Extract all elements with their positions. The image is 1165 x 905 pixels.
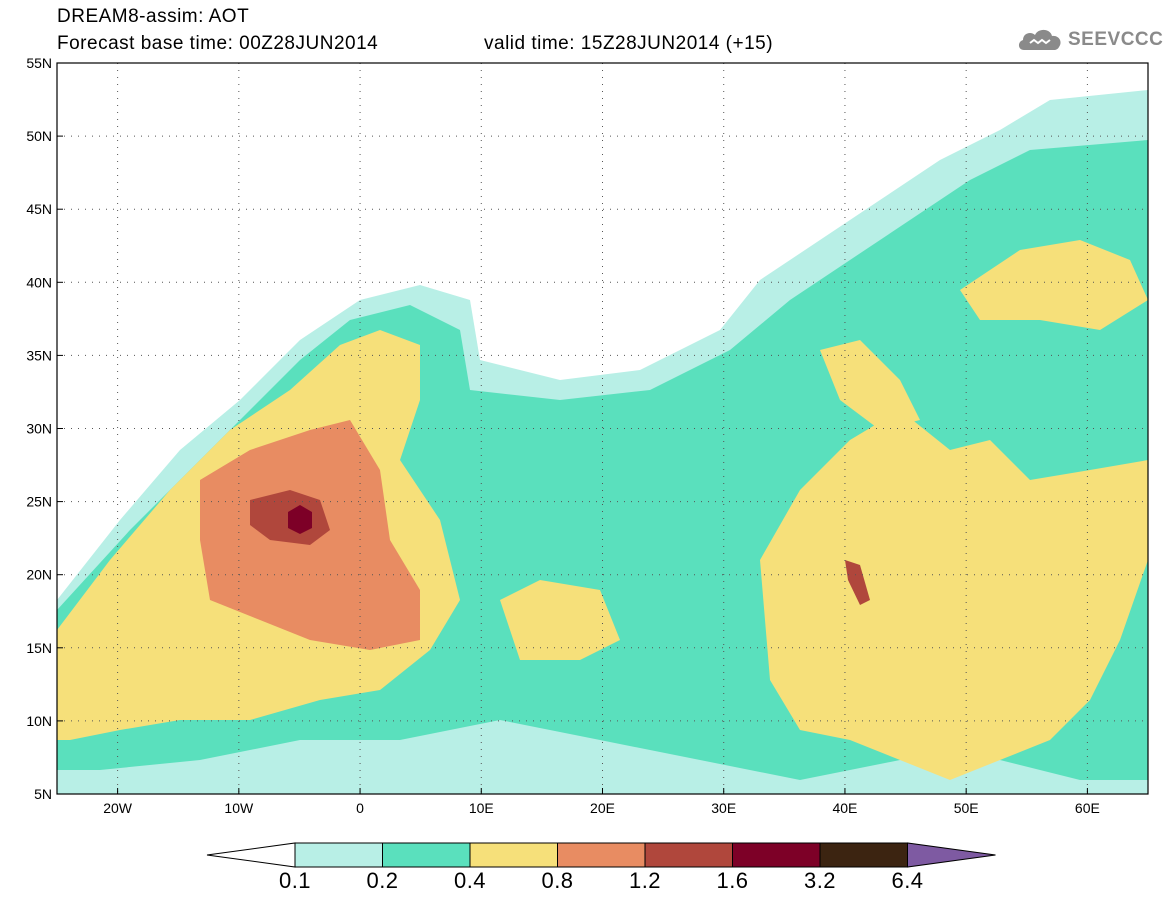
lat-tick-label: 30N: [26, 421, 52, 437]
lon-tick-label: 20E: [590, 800, 615, 816]
aot-contour-1.2-red-sea: [845, 560, 870, 605]
colorbar-label: 0.2: [366, 868, 399, 893]
forecast-base-time: Forecast base time: 00Z28JUN2014: [57, 33, 379, 54]
latitude-ticks: 5N 10N 15N 20N 25N 30N 35N 40N 45N 50N 55N: [26, 55, 63, 802]
valid-time: valid time: 15Z28JUN2014 (+15): [484, 33, 774, 54]
lat-tick-label: 50N: [26, 128, 52, 144]
colorbar-label: 6.4: [891, 868, 924, 893]
aot-contour-0.4-east: [760, 410, 1148, 780]
lon-tick-label: 50E: [954, 800, 979, 816]
lon-tick-label: 10W: [224, 800, 254, 816]
lat-tick-label: 25N: [26, 494, 52, 510]
graticule: [57, 63, 1148, 794]
lon-tick-label: 30E: [711, 800, 736, 816]
lon-tick-label: 10E: [469, 800, 494, 816]
longitude-ticks: 20W 10W 0 10E 20E 30E 40E 50E 60E: [103, 788, 1100, 816]
colorbar-label: 3.2: [803, 868, 837, 893]
lon-tick-label: 20W: [103, 800, 133, 816]
colorbar: [206, 842, 996, 868]
lat-tick-label: 15N: [26, 640, 52, 656]
colorbar-label: 1.6: [716, 868, 749, 893]
colorbar-label: 0.8: [541, 868, 574, 893]
colorbar-swatch: [819, 842, 908, 868]
lat-tick-label: 35N: [26, 347, 52, 363]
aot-contour-1.6: [288, 505, 312, 534]
colorbar-high-arrow: [907, 842, 996, 868]
colorbar-swatch: [732, 842, 821, 868]
lon-tick-label: 0: [356, 800, 364, 816]
lon-tick-label: 40E: [832, 800, 857, 816]
lat-tick-label: 5N: [34, 786, 52, 802]
map-fields: [57, 63, 1148, 794]
lat-tick-label: 45N: [26, 201, 52, 217]
colorbar-swatch: [644, 842, 733, 868]
aot-contour-0.4-central: [500, 580, 620, 660]
cloud-icon: [1018, 29, 1061, 50]
colorbar-swatch: [294, 842, 383, 868]
lat-tick-label: 10N: [26, 713, 52, 729]
lat-tick-label: 55N: [26, 55, 52, 71]
map-title: DREAM8-assim: AOT: [57, 6, 250, 27]
colorbar-label: 1.2: [628, 868, 662, 893]
lon-tick-label: 60E: [1075, 800, 1100, 816]
colorbar-swatch: [382, 842, 471, 868]
colorbar-swatch: [557, 842, 646, 868]
aot-contour-0.4-levant: [820, 340, 920, 430]
colorbar-swatch: [469, 842, 558, 868]
colorbar-label: 0.4: [453, 868, 487, 893]
colorbar-label: 0.1: [278, 868, 312, 893]
lat-tick-label: 40N: [26, 274, 52, 290]
lat-tick-label: 20N: [26, 567, 52, 583]
logo-text: SEEVCCC: [1068, 29, 1164, 50]
seevccc-logo: SEEVCCC: [1016, 24, 1163, 56]
colorbar-low-arrow: [206, 842, 296, 868]
aot-contour-0.4-caspian: [960, 240, 1148, 330]
